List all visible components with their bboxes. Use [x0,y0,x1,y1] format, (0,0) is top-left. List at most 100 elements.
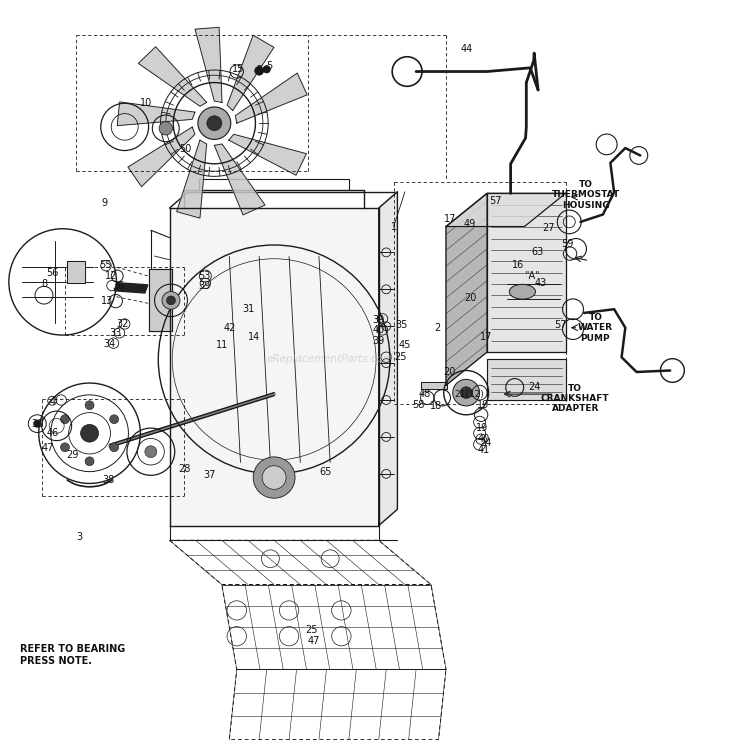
Text: REFER TO BEARING
PRESS NOTE.: REFER TO BEARING PRESS NOTE. [20,644,125,665]
Polygon shape [117,102,195,126]
Text: 50: 50 [179,144,191,154]
Polygon shape [177,140,207,218]
Text: 16: 16 [512,260,524,270]
Text: 33: 33 [109,328,121,338]
Text: 44: 44 [460,44,473,54]
Text: 39: 39 [373,316,385,325]
Text: 24: 24 [479,438,492,448]
Circle shape [61,443,70,452]
Text: 47: 47 [308,637,320,646]
Text: 25: 25 [305,625,318,635]
Text: 4: 4 [50,396,55,407]
Text: 5: 5 [256,65,262,75]
Text: 42: 42 [223,322,236,333]
Polygon shape [214,144,265,215]
Circle shape [453,379,479,406]
Text: 24: 24 [528,382,540,392]
Circle shape [162,291,180,309]
Circle shape [207,116,222,130]
Polygon shape [229,134,307,175]
Polygon shape [227,36,274,110]
Circle shape [80,425,98,442]
Text: 40: 40 [373,325,385,335]
Polygon shape [149,269,172,331]
Text: 3: 3 [76,531,83,542]
Circle shape [255,67,264,75]
Text: 20: 20 [443,367,456,377]
Circle shape [198,107,231,139]
Text: 57: 57 [554,319,566,330]
Polygon shape [236,73,308,123]
Text: 27: 27 [542,223,554,233]
Text: 34: 34 [104,339,116,349]
Text: 19: 19 [477,400,490,411]
Text: 12: 12 [105,271,118,281]
Text: 65: 65 [320,467,332,476]
Text: 35: 35 [395,319,407,330]
Text: 13: 13 [101,296,113,306]
Text: 37: 37 [204,471,216,480]
Polygon shape [422,382,448,389]
Circle shape [85,457,94,466]
Text: 39: 39 [373,336,385,346]
Text: 49: 49 [464,219,476,229]
Text: 57: 57 [489,196,502,206]
Text: 28: 28 [178,464,190,473]
Polygon shape [487,359,566,400]
Circle shape [254,457,295,498]
Text: 21(12): 21(12) [454,390,484,399]
Text: 48: 48 [419,389,431,399]
Text: 43: 43 [535,279,547,288]
Text: 47: 47 [41,443,54,453]
Text: "A": "A" [524,271,540,281]
Text: 63: 63 [531,247,543,257]
Text: 17: 17 [444,214,457,225]
Text: 58: 58 [413,400,424,411]
Circle shape [166,296,176,305]
Text: 45: 45 [399,339,411,350]
Polygon shape [138,47,207,106]
Polygon shape [195,27,222,102]
Circle shape [263,66,271,73]
Text: 39: 39 [199,281,211,290]
Text: 36: 36 [112,282,124,291]
Circle shape [460,387,472,399]
Text: 59: 59 [562,239,574,248]
Text: 53: 53 [198,271,210,281]
Text: 5: 5 [266,62,272,71]
Circle shape [61,415,70,424]
Polygon shape [487,193,566,352]
Text: 32: 32 [116,319,129,329]
Text: 31: 31 [242,305,254,314]
Circle shape [110,443,118,452]
Text: 55: 55 [99,260,112,270]
Polygon shape [68,262,85,283]
Text: 1: 1 [391,222,397,231]
Text: 8: 8 [42,279,48,289]
Circle shape [159,122,172,135]
Text: 14: 14 [248,332,260,342]
Polygon shape [170,208,379,525]
Circle shape [34,420,41,428]
Ellipse shape [509,285,536,299]
Text: 15: 15 [232,64,244,74]
Polygon shape [379,192,398,525]
Circle shape [110,415,118,424]
Text: 38: 38 [102,475,114,485]
Text: 19: 19 [476,423,488,433]
Text: 11: 11 [216,339,228,350]
Text: TO
THERMOSTAT
HOUSING: TO THERMOSTAT HOUSING [552,180,620,210]
Circle shape [262,466,286,489]
Text: 41: 41 [477,445,490,455]
Text: 46: 46 [46,428,58,438]
Text: TO
CRANKSHAFT
ADAPTER: TO CRANKSHAFT ADAPTER [541,384,610,413]
Circle shape [85,401,94,410]
Text: 29: 29 [66,451,79,460]
Text: 25: 25 [394,352,406,362]
Text: 10: 10 [140,99,152,108]
Text: 2: 2 [434,322,440,333]
Circle shape [145,446,157,458]
Text: eReplacementParts.com: eReplacementParts.com [266,354,394,365]
Polygon shape [114,282,148,293]
Text: 30: 30 [32,419,44,428]
